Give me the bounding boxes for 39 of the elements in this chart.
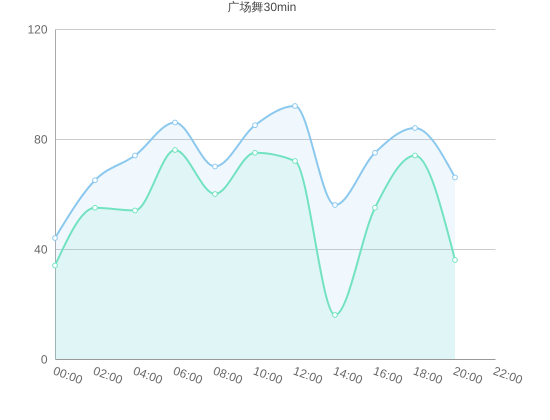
point — [52, 235, 58, 241]
y-tick-label: 40 — [34, 242, 48, 256]
point — [372, 204, 378, 211]
y-tick-label: 0 — [40, 352, 48, 366]
x-tick-label: 08:00 — [211, 364, 245, 388]
point — [92, 204, 98, 211]
point — [452, 257, 458, 263]
point — [332, 202, 338, 208]
x-tick-label: 22:00 — [491, 364, 525, 388]
point — [212, 164, 218, 170]
x-tick-label: 16:00 — [371, 364, 405, 388]
x-tick-label: 06:00 — [171, 364, 205, 388]
x-tick-label: 04:00 — [131, 364, 165, 388]
point — [52, 262, 58, 268]
point — [132, 152, 138, 158]
point — [292, 103, 298, 109]
x-tick-label: 14:00 — [331, 364, 365, 388]
x-tick-label: 00:00 — [51, 364, 85, 388]
point — [332, 312, 338, 318]
point — [132, 208, 138, 214]
point — [172, 120, 178, 126]
y-tick-label: 120 — [27, 22, 48, 36]
point — [412, 125, 418, 131]
x-tick-label: 20:00 — [451, 364, 485, 388]
y-tick-label: 80 — [34, 132, 48, 146]
point — [172, 147, 178, 153]
point — [252, 150, 258, 156]
point — [452, 174, 458, 180]
point — [252, 122, 258, 128]
point — [292, 158, 298, 164]
x-tick-label: 10:00 — [251, 364, 285, 388]
point — [372, 150, 378, 156]
x-tick-label: 12:00 — [291, 364, 325, 388]
chart-title: 广场舞30min — [228, 0, 296, 14]
x-tick-label: 02:00 — [91, 364, 125, 388]
point — [412, 152, 418, 158]
x-tick-label: 18:00 — [411, 364, 445, 388]
point — [212, 191, 218, 197]
point — [92, 177, 98, 184]
